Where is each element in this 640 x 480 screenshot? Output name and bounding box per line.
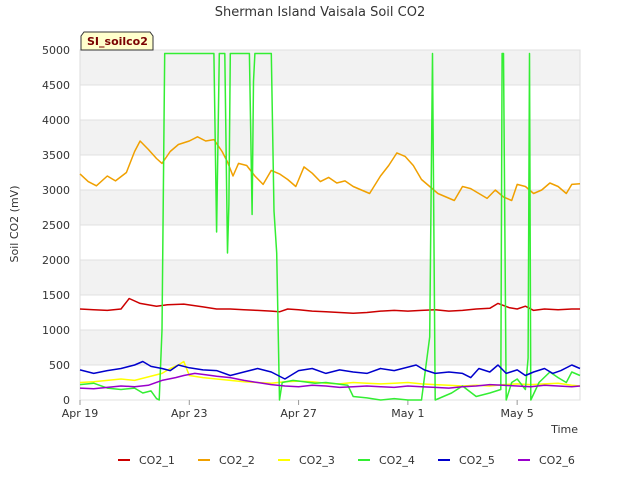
legend-label: CO2_6 (539, 454, 575, 467)
y-axis-title: Soil CO2 (mV) (8, 186, 21, 263)
x-tick-label: Apr 19 (62, 407, 99, 420)
legend-label: CO2_5 (459, 454, 495, 467)
site-tag: SI_soilco2 (80, 31, 154, 51)
series-line-co2-4 (79, 52, 581, 401)
legend-label: CO2_1 (139, 454, 175, 467)
y-tick-label: 0 (63, 394, 70, 407)
y-axis: 0 500 1000 1500 2000 2500 3000 3500 4000 4500 5000 (42, 44, 70, 407)
legend-label: CO2_3 (299, 454, 335, 467)
series-line-co2-1 (79, 297, 580, 314)
grid-band (80, 50, 580, 85)
chart-title: Sherman Island Vaisala Soil CO2 (215, 5, 425, 20)
legend-label: CO2_2 (219, 454, 255, 467)
legend: CO2_1 CO2_2 CO2_3 CO2_4 CO2_5 CO2_6 (118, 454, 575, 467)
series-line-co2-2 (79, 136, 581, 202)
series-line-co2-5 (79, 360, 581, 380)
series-lines (79, 52, 581, 401)
y-tick-label: 2000 (42, 254, 70, 267)
y-tick-label: 1000 (42, 324, 70, 337)
grid-band (80, 330, 580, 365)
site-tag-label: SI_soilco2 (87, 35, 148, 48)
series-line-co2-6 (79, 372, 581, 390)
x-tick-label: Apr 27 (280, 407, 317, 420)
x-axis: Apr 19 Apr 23 Apr 27 May 1 May 5 (62, 400, 534, 420)
y-tick-label: 5000 (42, 44, 70, 57)
y-tick-label: 1500 (42, 289, 70, 302)
y-tick-label: 2500 (42, 219, 70, 232)
x-tick-label: May 1 (391, 407, 424, 420)
y-tick-label: 4500 (42, 79, 70, 92)
legend-label: CO2_4 (379, 454, 415, 467)
x-tick-label: May 5 (501, 407, 534, 420)
y-tick-label: 3500 (42, 149, 70, 162)
y-tick-label: 500 (49, 359, 70, 372)
x-tick-label: Apr 23 (171, 407, 208, 420)
x-axis-title: Time (550, 423, 578, 436)
y-tick-label: 3000 (42, 184, 70, 197)
grid-band (80, 85, 580, 120)
y-tick-label: 4000 (42, 114, 70, 127)
